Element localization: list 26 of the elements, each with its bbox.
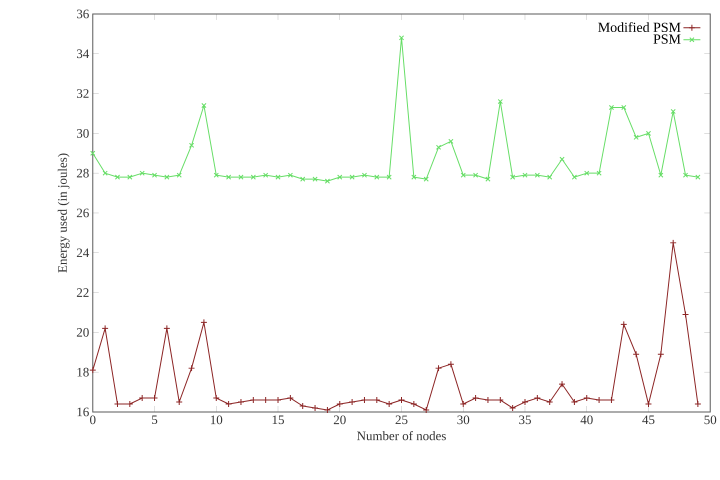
y-tick-label: 32 — [76, 89, 89, 98]
x-tick-label: 15 — [272, 416, 284, 424]
y-tick-label: 20 — [76, 328, 89, 337]
y-tick-label: 34 — [76, 50, 90, 58]
y-axis-title: Energy used (in joules) — [58, 154, 70, 273]
x-tick-label: 10 — [210, 416, 222, 424]
x-tick-label: 30 — [457, 416, 470, 424]
y-tick-label: 18 — [77, 368, 89, 377]
y-tick-label: 36 — [76, 10, 89, 18]
y-tick-label: 30 — [76, 129, 89, 138]
y-tick-label: 16 — [77, 408, 89, 416]
x-tick-label: 45 — [642, 416, 654, 424]
x-axis-title: Number of nodes — [357, 431, 446, 440]
x-tick-label: 40 — [580, 416, 593, 424]
x-tick-label: 50 — [704, 416, 716, 424]
y-tick-label: 22 — [76, 288, 89, 297]
legend-label: PSM — [653, 34, 681, 44]
x-tick-label: 5 — [152, 416, 158, 424]
y-tick-label: 28 — [76, 168, 89, 178]
x-tick-label: 20 — [334, 416, 346, 424]
legend-label: Modified PSM — [598, 22, 681, 32]
x-tick-label: 35 — [519, 416, 531, 424]
x-tick-label: 25 — [396, 416, 408, 424]
y-tick-label: 26 — [76, 208, 89, 218]
y-tick-label: 24 — [76, 248, 90, 258]
x-tick-label: 0 — [90, 416, 96, 424]
